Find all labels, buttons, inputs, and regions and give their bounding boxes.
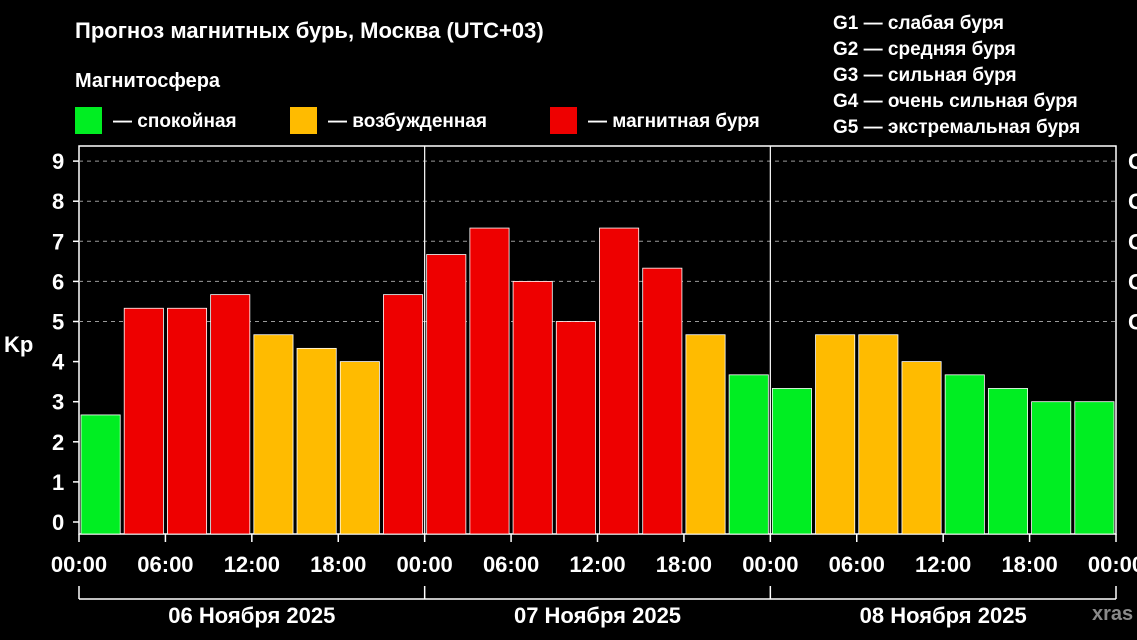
storm-threshold-mark-1: G1 [1128,310,1137,335]
legend-swatch-2 [550,107,577,134]
storm-level-legend: G1 — слабая буря G2 — средняя буря G3 — си… [833,13,1080,138]
bar-1 [123,307,164,535]
plot-area: G1 G2 G3 G4 G5 0 1 2 3 4 5 6 7 8 9 00:00 06:00 12:00 18:00… [51,145,1137,628]
legend-swatch-0 [75,107,102,134]
x-tick-label-3: 18:00 [310,552,366,577]
storm-threshold-mark-2: G2 [1128,269,1137,294]
y-tick-label-9: 9 [52,149,64,174]
bar-6 [339,361,380,535]
storm-threshold-mark-4: G4 [1128,189,1137,214]
y-tick-label-7: 7 [52,229,64,254]
storm-level-4: G4 — очень сильная буря [833,91,1078,112]
storm-threshold-mark-3: G3 [1128,229,1137,254]
legend-swatch-1 [290,107,317,134]
x-tick-label-10: 12:00 [915,552,971,577]
bar-3 [210,294,251,535]
bar-15 [728,374,769,535]
x-tick-label-4: 00:00 [397,552,453,577]
bar-14 [685,334,726,535]
y-tick-label-8: 8 [52,189,64,214]
date-label-2: 08 Ноября 2025 [860,603,1027,628]
storm-level-3: G3 — сильная буря [833,65,1017,86]
y-tick-label-3: 3 [52,390,64,415]
storm-threshold-mark-5: G5 [1128,149,1137,174]
x-tick-label-12: 00:00 [1088,552,1137,577]
bar-17 [815,334,856,535]
bar-2 [167,307,208,535]
bar-7 [383,294,424,535]
bar-23 [1074,401,1115,535]
y-tick-label-4: 4 [52,350,65,375]
x-tick-label-6: 12:00 [569,552,625,577]
legend-label-0: — спокойная [113,111,237,132]
y-tick-label-1: 1 [52,470,64,495]
y-tick-label-2: 2 [52,430,64,455]
bar-20 [944,374,985,535]
y-tick-label-6: 6 [52,269,64,294]
y-axis-label: Kp [4,332,33,357]
bar-12 [599,227,640,535]
bar-0 [80,414,121,535]
bar-19 [901,361,942,535]
bar-5 [296,347,337,535]
x-tick-label-0: 00:00 [51,552,107,577]
watermark: xras [1092,603,1133,625]
storm-level-2: G2 — средняя буря [833,39,1016,60]
x-tick-label-9: 06:00 [829,552,885,577]
bar-13 [642,267,683,535]
bar-18 [858,334,899,535]
bar-16 [771,388,812,535]
x-tick-label-11: 18:00 [1001,552,1057,577]
y-tick-label-0: 0 [52,510,64,535]
legend-title: Магнитосфера [75,70,221,92]
legend-label-1: — возбужденная [328,111,487,132]
storm-level-5: G5 — экстремальная буря [833,117,1080,138]
date-label-1: 07 Ноября 2025 [514,603,681,628]
date-label-0: 06 Ноября 2025 [168,603,335,628]
storm-level-1: G1 — слабая буря [833,13,1004,34]
bar-21 [987,388,1028,535]
bar-22 [1031,401,1072,535]
bar-9 [469,227,510,535]
x-tick-label-7: 18:00 [656,552,712,577]
x-tick-label-5: 06:00 [483,552,539,577]
legend: — спокойная — возбужденная — магнитная бур… [75,107,760,134]
bar-4 [253,334,294,535]
bar-11 [555,321,596,535]
legend-label-2: — магнитная буря [588,111,760,132]
x-tick-label-8: 00:00 [742,552,798,577]
x-tick-label-2: 12:00 [224,552,280,577]
x-tick-label-1: 06:00 [137,552,193,577]
chart-title: Прогноз магнитных бурь, Москва (UTC+03) [75,18,544,43]
bar-10 [512,280,553,535]
y-tick-label-5: 5 [52,310,64,335]
bar-8 [426,254,467,535]
